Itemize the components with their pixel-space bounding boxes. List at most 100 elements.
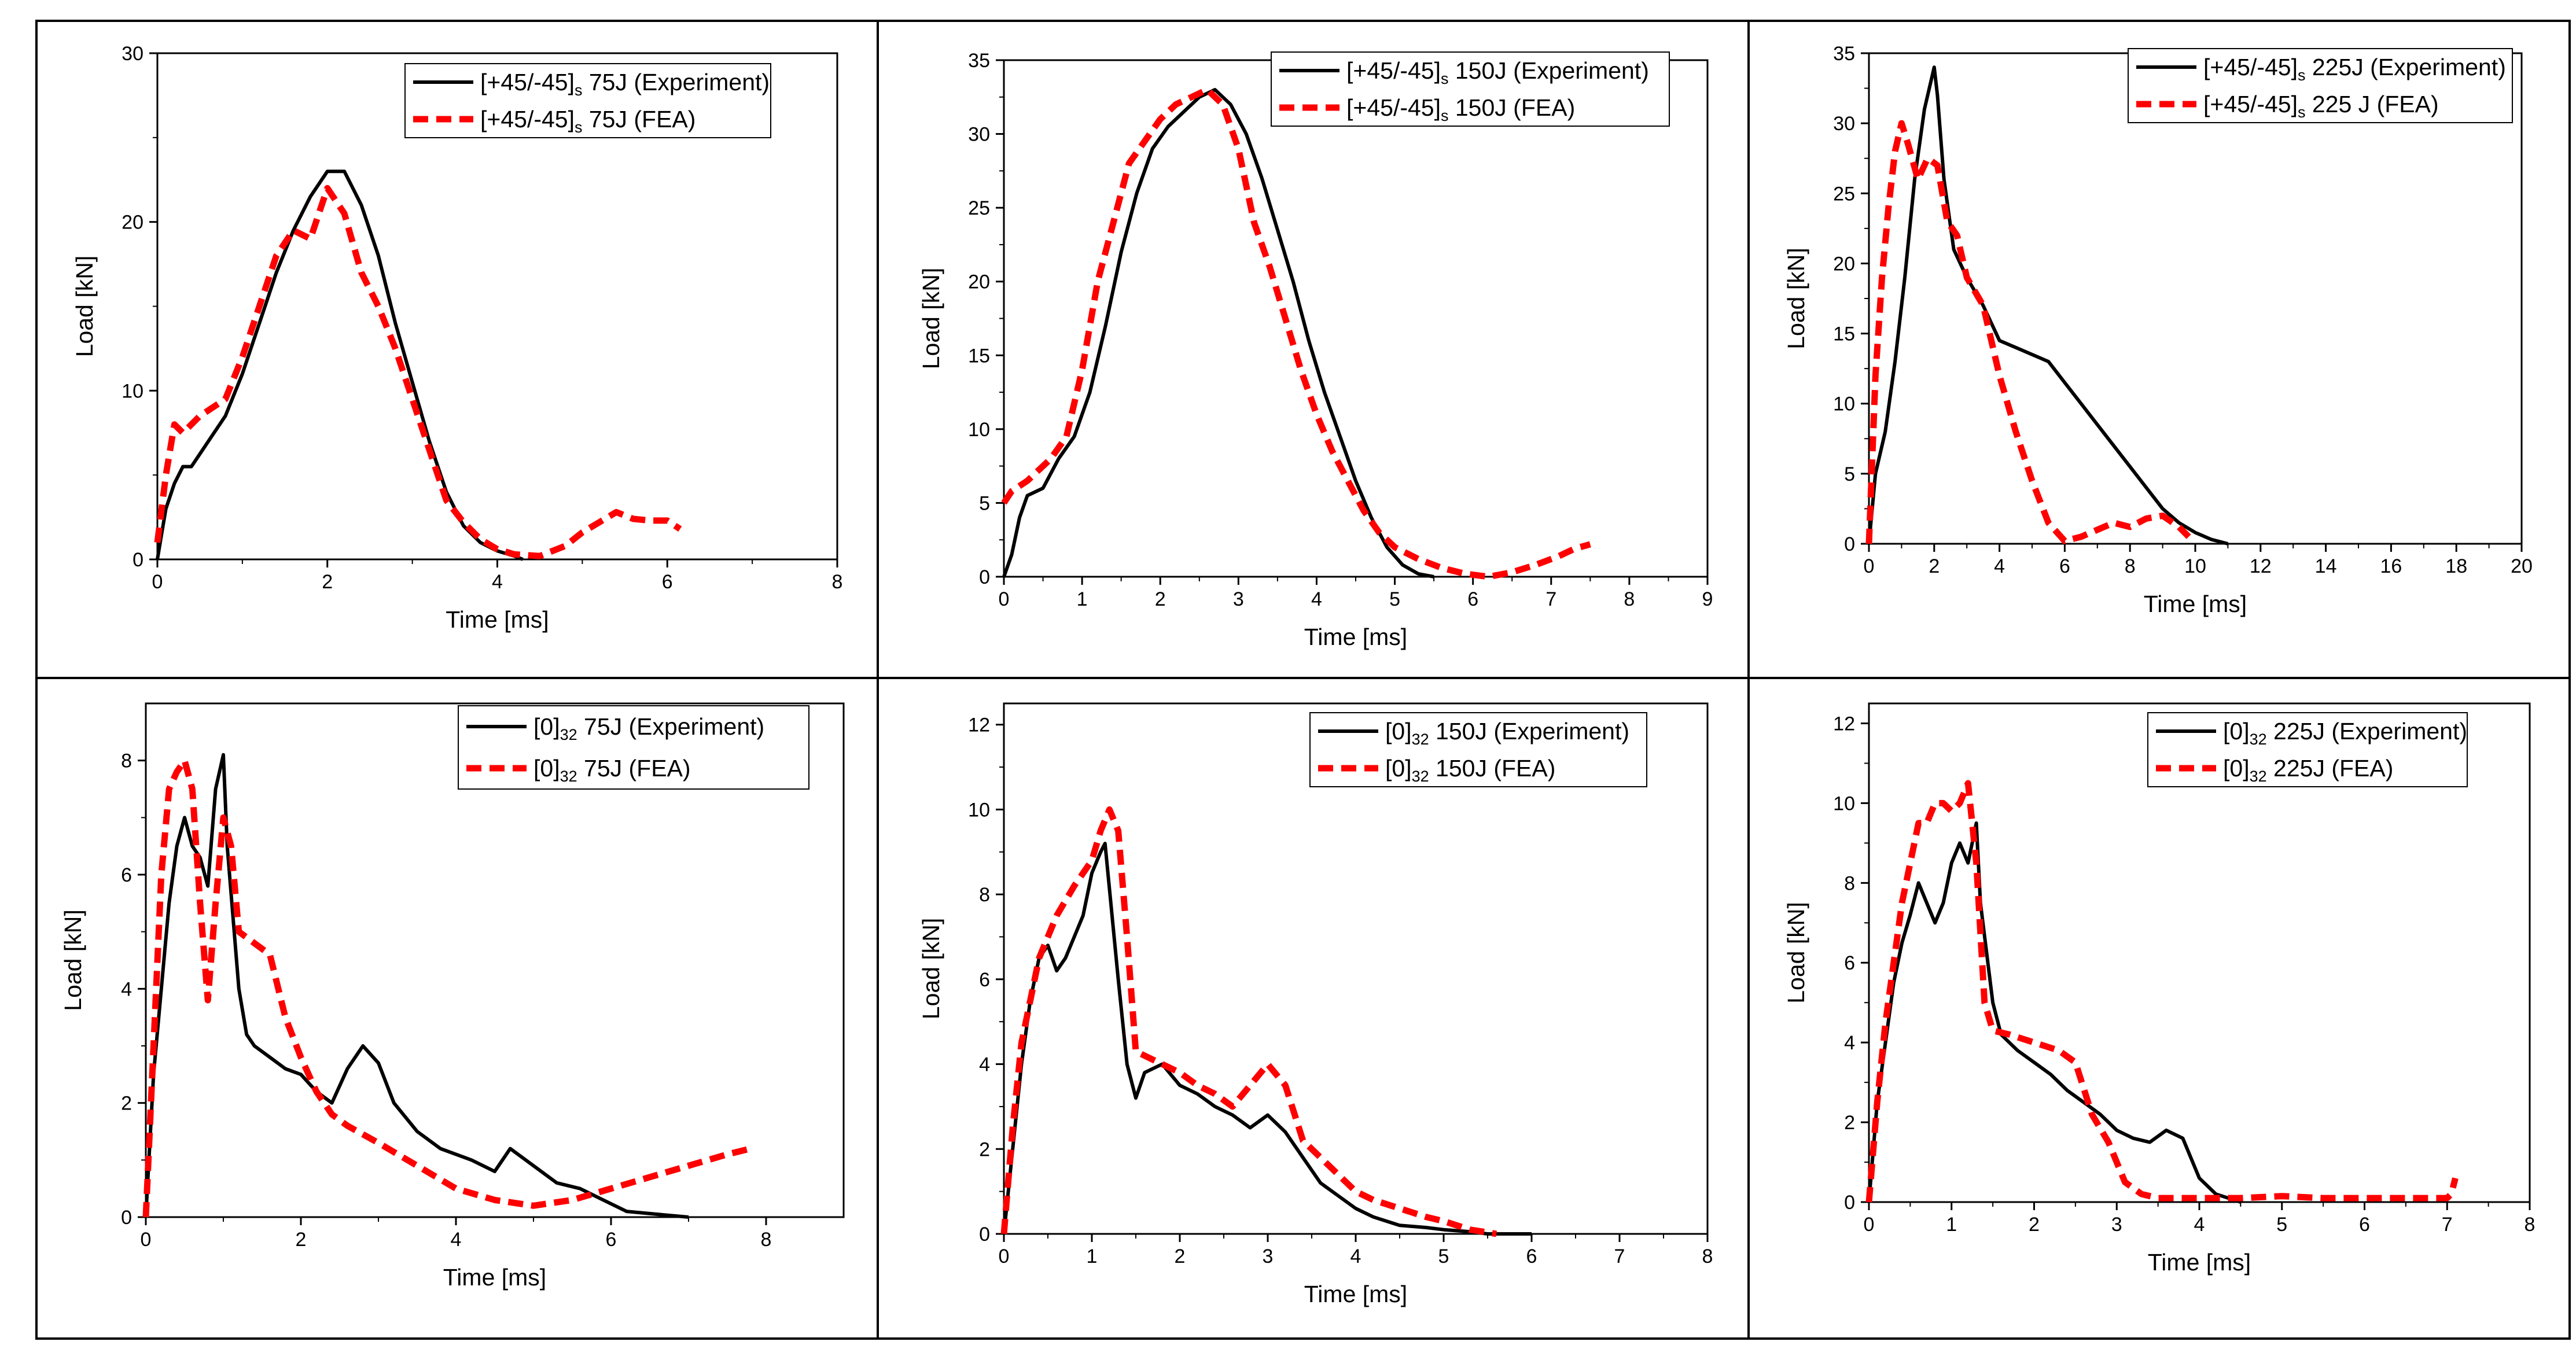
series-line-experiment	[1002, 842, 1532, 1236]
y-tick-label: 8	[121, 750, 132, 772]
legend-box	[1309, 712, 1647, 787]
x-tick-label: 12	[2250, 555, 2272, 577]
y-tick-label: 30	[968, 124, 990, 146]
y-tick-label: 4	[121, 978, 132, 1000]
y-tick-label: 20	[1833, 253, 1855, 275]
x-tick-label: 1	[1946, 1214, 1957, 1236]
x-tick-label: 9	[1702, 588, 1713, 610]
y-tick-label: 0	[979, 1223, 990, 1245]
series-line-experiment	[1867, 65, 2229, 546]
x-tick-label: 16	[2380, 555, 2402, 577]
x-tick-label: 0	[1864, 555, 1875, 577]
y-tick-label: 25	[968, 197, 990, 219]
series-line-fea	[154, 185, 682, 559]
y-tick-label: 30	[1833, 113, 1855, 135]
x-tick-label: 0	[141, 1229, 152, 1251]
x-tick-label: 7	[1545, 588, 1556, 610]
y-axis-title: Load [kN]	[918, 268, 944, 370]
x-axis-title: Time [ms]	[2144, 591, 2247, 617]
y-tick-label: 8	[979, 884, 990, 906]
series-line-fea	[1000, 806, 1497, 1237]
x-axis-title: Time [ms]	[443, 1264, 546, 1291]
x-tick-label: 5	[2276, 1214, 2287, 1236]
y-tick-label: 15	[968, 345, 990, 367]
legend-entry-fea: [+45/-45]s 150J (FEA)	[1346, 94, 1575, 124]
legend-box	[458, 705, 809, 790]
y-tick-label: 0	[1844, 1192, 1855, 1214]
x-tick-label: 1	[1087, 1245, 1098, 1267]
x-tick-label: 5	[1389, 588, 1400, 610]
y-tick-label: 12	[1833, 713, 1855, 735]
x-tick-label: 8	[761, 1229, 772, 1251]
x-tick-label: 3	[1263, 1245, 1274, 1267]
y-tick-label: 10	[1833, 793, 1855, 814]
y-tick-label: 6	[1844, 952, 1855, 974]
y-tick-label: 0	[1844, 533, 1855, 555]
x-tick-label: 8	[832, 571, 843, 593]
x-tick-label: 0	[1864, 1214, 1875, 1236]
plot-area-frame	[1868, 52, 2523, 545]
y-tick-label: 30	[122, 43, 143, 65]
y-tick-label: 35	[968, 50, 990, 72]
x-tick-label: 0	[152, 571, 163, 593]
legend-entry-experiment: [0]32 150J (Experiment)	[1385, 718, 1629, 748]
legend-entry-fea: [+45/-45]s 75J (FEA)	[480, 106, 695, 136]
x-tick-label: 4	[1994, 555, 2005, 577]
series-line-fea	[142, 757, 752, 1218]
x-tick-label: 3	[1233, 588, 1244, 610]
series-line-experiment	[144, 753, 689, 1219]
chart-top-left: 0 2 4 6 8 0 10 20 30 Time [ms] Load [kN] [+45/-45]s…	[71, 43, 842, 633]
y-tick-label: 12	[968, 714, 990, 736]
y-tick-label: 0	[121, 1207, 132, 1229]
chart-top-center: 0 1 2 3 4 5 6 7 8 9 0 5 10 15 20 25 30 35 Time [ms] Load [k…	[918, 50, 1713, 650]
legend-entry-experiment: [0]32 225J (Experiment)	[2223, 718, 2467, 748]
series-line-experiment	[1002, 88, 1434, 578]
x-tick-label: 6	[662, 571, 673, 593]
y-tick-label: 4	[1844, 1032, 1855, 1054]
legend-entry-fea: [0]32 75J (FEA)	[533, 755, 691, 785]
x-tick-label: 6	[606, 1229, 617, 1251]
x-axis-title: Time [ms]	[1304, 1281, 1407, 1307]
table-border	[35, 20, 2571, 1340]
y-tick-label: 25	[1833, 183, 1855, 205]
series-line-fea	[1001, 86, 1591, 580]
y-tick-label: 6	[979, 969, 990, 991]
y-tick-label: 2	[121, 1093, 132, 1115]
x-tick-label: 1	[1077, 588, 1088, 610]
legend-entry-fea: [0]32 225J (FEA)	[2223, 755, 2393, 785]
y-tick-label: 8	[1844, 872, 1855, 894]
x-tick-label: 6	[1467, 588, 1478, 610]
y-tick-label: 20	[122, 212, 143, 234]
legend-box	[404, 63, 771, 138]
x-axis-title: Time [ms]	[446, 606, 549, 633]
legend-entry-fea: [+45/-45]s 225 J (FEA)	[2203, 91, 2439, 121]
x-tick-label: 2	[1155, 588, 1166, 610]
x-tick-label: 7	[2442, 1214, 2453, 1236]
x-tick-label: 5	[1438, 1245, 1449, 1267]
y-axis-title: Load [kN]	[918, 918, 944, 1020]
y-tick-label: 35	[1833, 43, 1855, 65]
chart-bottom-left: 0 2 4 6 8 0 2 4 6 8 Time [ms] Load [kN] [0]32 75J (E…	[60, 702, 845, 1291]
legend-entry-experiment: [+45/-45]s 75J (Experiment)	[480, 69, 770, 99]
x-axis-title: Time [ms]	[2148, 1249, 2251, 1276]
x-tick-label: 8	[1702, 1245, 1713, 1267]
x-tick-label: 10	[2184, 555, 2206, 577]
series-line-fea	[1865, 780, 2459, 1203]
y-tick-label: 20	[968, 271, 990, 293]
y-tick-label: 10	[968, 419, 990, 441]
series-line-experiment	[1867, 821, 2242, 1204]
y-axis-title: Load [kN]	[71, 256, 98, 357]
legend-entry-experiment: [0]32 75J (Experiment)	[533, 713, 764, 743]
y-axis-title: Load [kN]	[60, 909, 86, 1011]
x-tick-label: 8	[2125, 555, 2136, 577]
x-tick-label: 4	[492, 571, 503, 593]
x-tick-label: 2	[1175, 1245, 1186, 1267]
plot-area-frame	[145, 702, 845, 1218]
legend-entry-fea: [0]32 150J (FEA)	[1385, 755, 1555, 785]
y-tick-label: 2	[1844, 1112, 1855, 1134]
y-tick-label: 5	[979, 492, 990, 514]
x-tick-label: 18	[2445, 555, 2467, 577]
